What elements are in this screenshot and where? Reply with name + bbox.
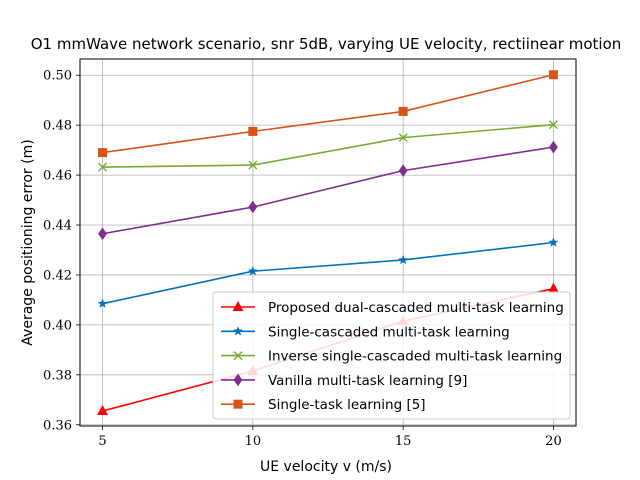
data-point xyxy=(548,282,559,293)
data-point xyxy=(398,164,408,177)
x-axis-title: UE velocity v (m/s) xyxy=(260,459,392,475)
marker-stroke xyxy=(233,351,243,361)
marker-stroke xyxy=(398,133,408,143)
legend-entry: Single-task learning [5] xyxy=(221,397,426,413)
y-tick-label: 0.38 xyxy=(43,368,72,383)
marker-stroke xyxy=(548,120,558,130)
series-5 xyxy=(98,70,558,158)
series-2 xyxy=(97,237,559,308)
y-tick-label: 0.36 xyxy=(43,418,72,433)
marker-stroke xyxy=(248,160,258,170)
data-point xyxy=(248,200,258,214)
data-point xyxy=(233,351,243,361)
x-tick-label: 15 xyxy=(395,434,412,449)
data-point xyxy=(548,70,558,80)
series-line xyxy=(102,146,554,235)
data-point xyxy=(97,404,108,416)
y-tick-label: 0.50 xyxy=(43,69,72,84)
marker-stroke xyxy=(98,162,108,172)
data-point xyxy=(248,126,258,136)
x-tick-label: 10 xyxy=(245,434,262,449)
data-point xyxy=(98,148,108,158)
data-point xyxy=(398,133,408,143)
y-tick-label: 0.44 xyxy=(43,219,72,234)
data-point xyxy=(548,120,558,130)
legend-label: Vanilla multi-task learning [9] xyxy=(268,373,467,389)
data-point xyxy=(247,265,258,276)
y-tick-label: 0.46 xyxy=(43,169,72,184)
legend-label: Inverse single-cascaded multi-task learn… xyxy=(268,349,562,365)
y-axis-title: Average positioning error (m) xyxy=(20,139,36,345)
series-line xyxy=(102,73,554,154)
data-point xyxy=(248,160,258,170)
legend-entry: Inverse single-cascaded multi-task learn… xyxy=(221,349,562,365)
x-tick-label: 20 xyxy=(545,434,562,449)
data-point xyxy=(398,254,409,265)
legend-box xyxy=(212,291,571,420)
data-point xyxy=(98,227,107,241)
data-point xyxy=(232,300,244,311)
data-point xyxy=(232,325,244,336)
series-line xyxy=(102,123,554,168)
data-point xyxy=(233,373,243,387)
y-tick-label: 0.40 xyxy=(43,318,72,333)
x-tick-label: 5 xyxy=(98,434,106,449)
y-tick-label: 0.42 xyxy=(43,268,72,283)
series-line xyxy=(102,241,554,305)
legend-label: Proposed dual-cascaded multi-task learni… xyxy=(268,300,564,316)
series-3 xyxy=(98,120,558,172)
series-4 xyxy=(98,140,558,241)
legend-label: Single-task learning [5] xyxy=(268,397,426,413)
legend-entry: Vanilla multi-task learning [9] xyxy=(221,373,467,389)
y-tick-label: 0.48 xyxy=(43,119,72,134)
axis-ticks: 5 10 15 20 0.36 0.38 0.40 0.42 0.44 0.46 0.48 0.50 xyxy=(43,69,562,449)
data-point xyxy=(398,106,408,116)
legend-entry: Single-cascaded multi-task learning xyxy=(221,324,510,340)
legend-entry: Proposed dual-cascaded multi-task learni… xyxy=(221,300,564,316)
data-point xyxy=(98,162,108,172)
data-point xyxy=(97,298,108,308)
plot-frame xyxy=(79,58,577,427)
chart-title: O1 mmWave network scenario, snr 5dB, var… xyxy=(31,35,622,53)
data-point xyxy=(233,399,243,409)
legend-label: Single-cascaded multi-task learning xyxy=(268,324,510,340)
data-point xyxy=(548,237,559,247)
data-point xyxy=(549,140,558,154)
legend: Proposed dual-cascaded multi-task learni… xyxy=(212,291,571,420)
